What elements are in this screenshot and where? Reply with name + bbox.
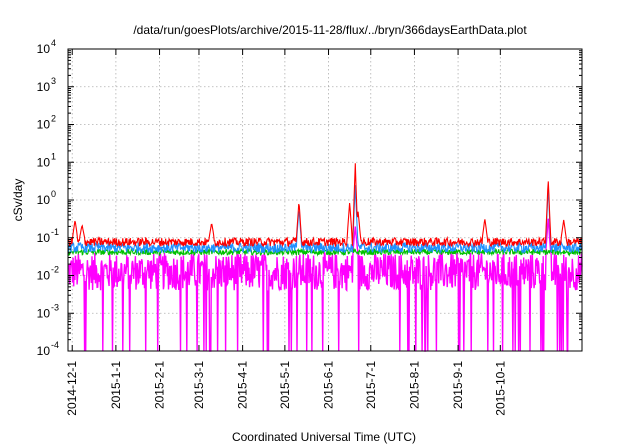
x-tick-label: 2015-4-1 — [236, 361, 250, 409]
y-tick-label: 10 — [37, 306, 51, 320]
x-axis-label: Coordinated Universal Time (UTC) — [232, 430, 416, 444]
x-tick-label: 2015-3-1 — [192, 361, 206, 409]
x-axis-tick-labels: 2014-12-1 2015-1-1 2015-2-1 2015-3-1 2015-4-… — [65, 361, 507, 416]
y-tick-exponent: -3 — [51, 302, 59, 312]
y-tick-exponent: 0 — [51, 189, 56, 199]
y-tick-exponent: -2 — [51, 265, 59, 275]
y-tick-label: 10 — [37, 269, 51, 283]
y-tick-exponent: 3 — [51, 76, 56, 86]
plot-area — [67, 163, 583, 352]
y-tick-label: 10 — [37, 80, 51, 94]
y-tick-exponent: -4 — [51, 340, 59, 350]
y-tick-label: 10 — [37, 193, 51, 207]
x-tick-label: 2015-9-1 — [451, 361, 465, 409]
axis-ticks — [68, 48, 582, 352]
y-tick-exponent: 4 — [51, 38, 56, 48]
x-tick-label: 2015-7-1 — [364, 361, 378, 409]
y-tick-label: 10 — [37, 231, 51, 245]
y-tick-exponent: -1 — [51, 227, 59, 237]
x-tick-label: 2015-5-1 — [278, 361, 292, 409]
chart-title: /data/run/goesPlots/archive/2015-11-28/f… — [133, 23, 527, 37]
y-tick-exponent: 1 — [51, 151, 56, 161]
y-axis-label: cSv/day — [11, 179, 25, 222]
series-line — [67, 163, 583, 248]
y-tick-label: 10 — [37, 42, 51, 56]
x-tick-label: 2015-1-1 — [109, 361, 123, 409]
y-tick-exponent: 2 — [51, 114, 56, 124]
x-tick-label: 2015-2-1 — [153, 361, 167, 409]
x-tick-label: 2015-6-1 — [322, 361, 336, 409]
x-tick-label: 2014-12-1 — [65, 361, 79, 416]
y-tick-label: 10 — [37, 155, 51, 169]
y-tick-label: 10 — [37, 344, 51, 358]
x-tick-label: 2015-10-1 — [493, 361, 507, 416]
x-tick-label: 2015-8-1 — [407, 361, 421, 409]
y-tick-label: 10 — [37, 118, 51, 132]
